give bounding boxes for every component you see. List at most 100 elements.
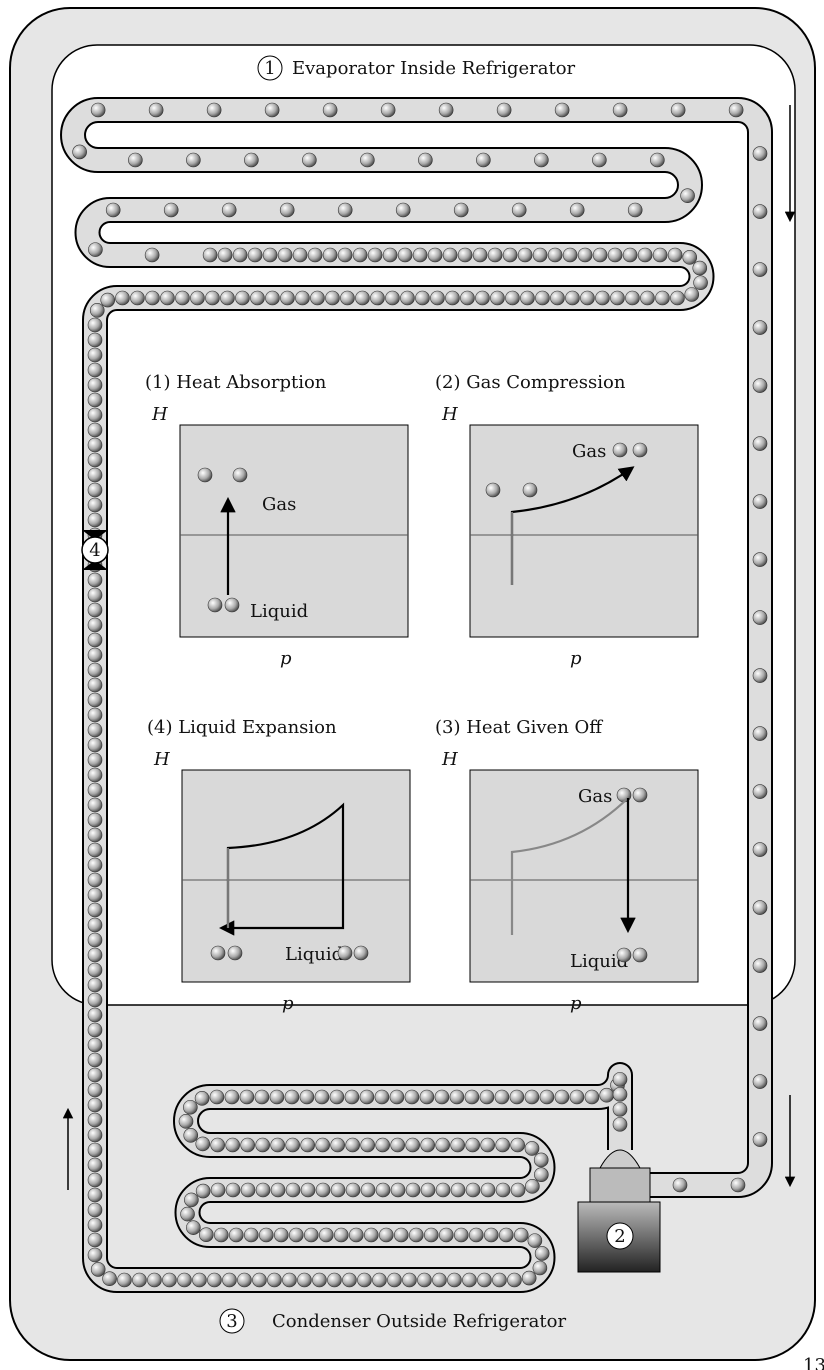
particle <box>361 1183 375 1197</box>
particle <box>91 1262 105 1276</box>
particle <box>88 243 102 257</box>
particle <box>495 1090 509 1104</box>
particle <box>420 1090 434 1104</box>
particle <box>103 1272 117 1286</box>
particle <box>301 1138 315 1152</box>
particle <box>88 1128 102 1142</box>
x-axis-label: p <box>282 993 294 1014</box>
particle <box>477 1273 491 1287</box>
particle <box>592 153 606 167</box>
particle <box>415 291 429 305</box>
particle <box>555 103 569 117</box>
particle <box>512 203 526 217</box>
particle <box>331 1138 345 1152</box>
particle <box>286 1183 300 1197</box>
x-axis-label: p <box>570 648 582 669</box>
particle <box>370 291 384 305</box>
particle <box>753 263 767 277</box>
particle <box>128 153 142 167</box>
particle <box>88 678 102 692</box>
particle <box>145 291 159 305</box>
panel-title: (2) Gas Compression <box>435 372 626 393</box>
panel-title: (1) Heat Absorption <box>145 372 327 393</box>
particle <box>497 103 511 117</box>
particle <box>289 1228 303 1242</box>
particle <box>671 103 685 117</box>
particle <box>400 291 414 305</box>
particle <box>685 288 699 302</box>
particle <box>179 1114 193 1128</box>
particle <box>409 1228 423 1242</box>
particle <box>88 993 102 1007</box>
particle <box>117 1273 131 1287</box>
particle <box>360 153 374 167</box>
particle <box>304 1228 318 1242</box>
particle <box>312 1273 326 1287</box>
particle <box>331 1183 345 1197</box>
particle <box>406 1183 420 1197</box>
particle <box>88 348 102 362</box>
particle <box>88 753 102 767</box>
particle <box>469 1228 483 1242</box>
particle <box>181 1207 195 1221</box>
particle <box>280 203 294 217</box>
particle <box>525 1179 539 1193</box>
particle <box>88 573 102 587</box>
particle <box>73 145 87 159</box>
particle <box>184 1193 198 1207</box>
particle <box>310 291 324 305</box>
particle <box>88 1113 102 1127</box>
particle <box>164 203 178 217</box>
particle <box>753 1075 767 1089</box>
x-axis-label: p <box>570 993 582 1014</box>
particle <box>451 1183 465 1197</box>
particle <box>88 1233 102 1247</box>
particle <box>88 498 102 512</box>
particle <box>454 1228 468 1242</box>
particle <box>271 1183 285 1197</box>
particle <box>241 1183 255 1197</box>
particle <box>570 1090 584 1104</box>
particle <box>186 1221 200 1235</box>
particle <box>300 1090 314 1104</box>
particle <box>88 1158 102 1172</box>
particle <box>550 291 564 305</box>
particle <box>226 1138 240 1152</box>
particle <box>316 1138 330 1152</box>
particle <box>88 948 102 962</box>
particle <box>613 1102 627 1116</box>
particle <box>267 1273 281 1287</box>
particle <box>88 1068 102 1082</box>
particle <box>535 1246 549 1260</box>
particle <box>640 291 654 305</box>
particle <box>237 1273 251 1287</box>
particle <box>655 291 669 305</box>
particle <box>88 858 102 872</box>
particle <box>265 291 279 305</box>
particle <box>162 1273 176 1287</box>
particle <box>88 723 102 737</box>
particle <box>613 1072 627 1086</box>
particle <box>323 248 337 262</box>
particle <box>132 1273 146 1287</box>
particle <box>88 1023 102 1037</box>
particle <box>361 1138 375 1152</box>
particle <box>406 1138 420 1152</box>
particle <box>228 946 242 960</box>
particle <box>340 291 354 305</box>
particle <box>486 483 500 497</box>
particle <box>418 153 432 167</box>
particle <box>295 291 309 305</box>
particle <box>88 888 102 902</box>
particle <box>177 1273 191 1287</box>
particle <box>190 291 204 305</box>
panel-title: (3) Heat Given Off <box>435 717 603 738</box>
particle <box>507 1273 521 1287</box>
particle <box>115 291 129 305</box>
particle <box>355 291 369 305</box>
particle <box>518 248 532 262</box>
particle <box>271 1138 285 1152</box>
panel-title: (4) Liquid Expansion <box>147 717 337 738</box>
particle <box>207 1273 221 1287</box>
particle <box>633 443 647 457</box>
